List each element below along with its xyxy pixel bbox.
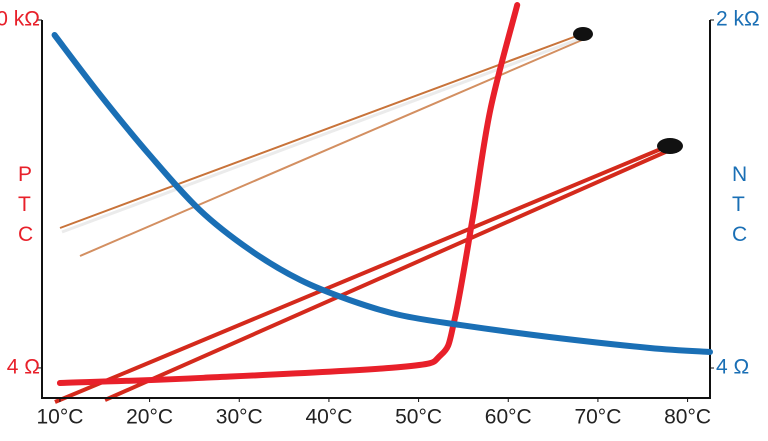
x-tick-label: 80°C bbox=[664, 406, 711, 429]
axes bbox=[41, 20, 711, 399]
x-tick-label: 70°C bbox=[574, 406, 621, 429]
x-tick-label: 50°C bbox=[395, 406, 442, 429]
x-tick-label: 20°C bbox=[126, 406, 173, 429]
x-tick-label: 60°C bbox=[485, 406, 532, 429]
y-tick-label: 10 kΩ bbox=[0, 8, 40, 31]
x-tick-label: 10°C bbox=[36, 406, 83, 429]
line bbox=[56, 2, 521, 387]
x-tick-label: 30°C bbox=[216, 406, 263, 429]
ntc-label: NTC bbox=[732, 163, 748, 246]
ptc-label: PTC bbox=[18, 163, 34, 246]
y2-tick-label: 4 Ω bbox=[716, 356, 749, 379]
x-tick-label: 40°C bbox=[305, 406, 352, 429]
y-tick-label: 4 Ω bbox=[7, 355, 40, 378]
y2-tick-label: 2 kΩ bbox=[716, 8, 760, 31]
thermistor-photo bbox=[54, 27, 683, 404]
line bbox=[51, 31, 713, 355]
